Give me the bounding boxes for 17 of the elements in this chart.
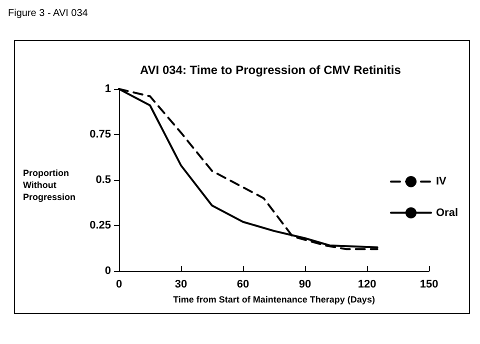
x-tick-label: 90 xyxy=(298,278,312,290)
y-tick-label: 0.5 xyxy=(96,174,111,186)
y-tick-label: 1 xyxy=(104,83,111,95)
x-tick-label: 120 xyxy=(358,278,376,290)
x-tick-label: 60 xyxy=(236,278,250,290)
y-tick-label: 0.25 xyxy=(90,220,111,232)
chart-title: AVI 034: Time to Progression of CMV Retinitis xyxy=(140,63,402,77)
y-tick-label: 0.75 xyxy=(90,128,111,140)
x-tick-label: 150 xyxy=(420,278,438,290)
caption: Figure 3 - AVI 034 xyxy=(8,8,88,19)
x-axis-title: Time from Start of Maintenance Therapy (Days) xyxy=(173,294,375,304)
x-tick-label: 30 xyxy=(174,278,188,290)
legend-label: IV xyxy=(436,176,448,188)
y-axis-title: Proportion Without Progression xyxy=(23,168,76,202)
y-tick-label: 0 xyxy=(104,265,111,277)
x-tick-label: 0 xyxy=(116,278,122,290)
legend-label: Oral xyxy=(436,206,458,219)
